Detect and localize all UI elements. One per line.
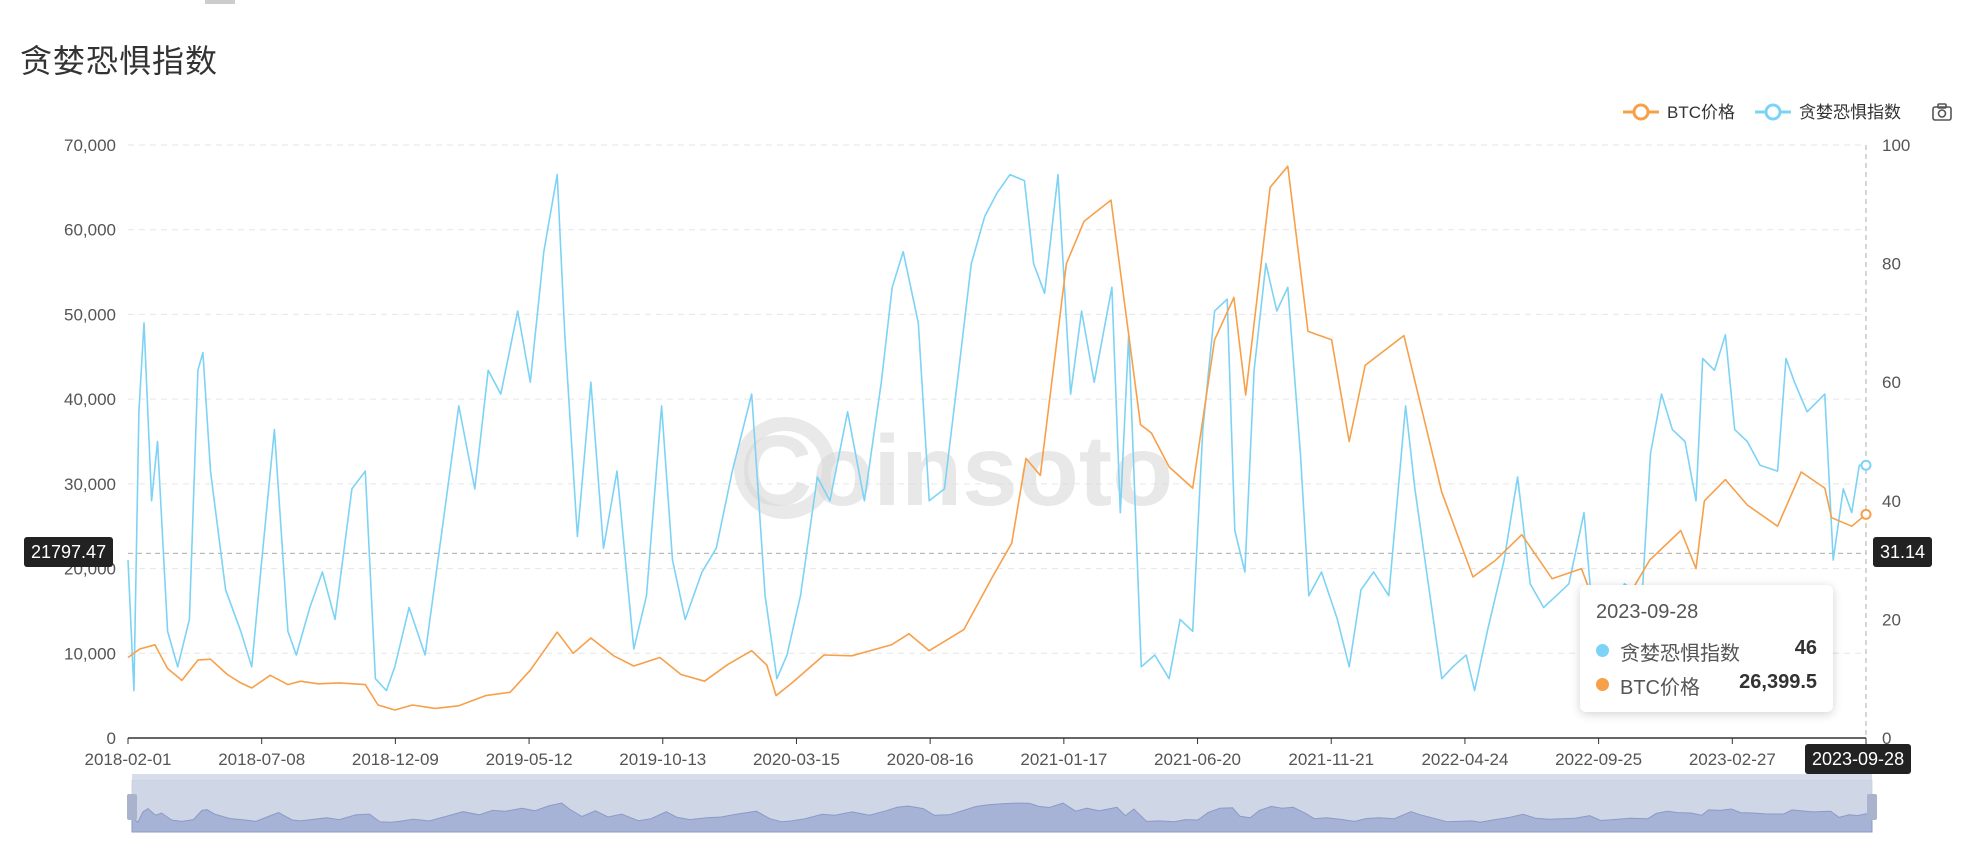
tooltip-btc-dot [1596,678,1609,691]
y-right-tick-label: 60 [1882,373,1901,392]
legend-label: 贪婪恐惧指数 [1799,103,1901,122]
page-title: 贪婪恐惧指数 [20,43,219,79]
x-tick-label: 2021-06-20 [1154,750,1241,769]
x-tick-label: 2019-05-12 [486,750,573,769]
axis-pointer-bottom-label: 2023-09-28 [1805,744,1912,774]
y-right-tick-label: 80 [1882,255,1901,274]
tooltip-btc-value: 26,399.5 [1739,671,1817,693]
legend-marker [1764,103,1782,121]
tooltip-fgi-dot [1596,644,1609,657]
tooltip-fgi-value: 46 [1794,637,1817,659]
camera-icon[interactable] [1932,103,1952,121]
btc-price-line-endpoint [1860,508,1872,520]
logo-fragment [205,0,235,4]
tooltip-row-btc: BTC价格 26,399.5 [1596,671,1817,699]
btc-price-line [127,165,1867,711]
fear-greed-line-endpoint [1860,459,1872,471]
x-tick-label: 2022-04-24 [1421,750,1508,769]
x-tick-label: 2021-01-17 [1020,750,1107,769]
legend-marker [1632,103,1650,121]
y-right-tick-label: 0 [1882,729,1891,748]
y-right-tick-label: 20 [1882,610,1901,629]
x-tick-label: 2020-03-15 [753,750,840,769]
data-zoom-handle-right[interactable] [1867,794,1877,820]
axis-pointer-right-label: 31.14 [1873,537,1933,567]
y-left-tick-label: 0 [107,729,116,748]
tooltip-fgi-label: 贪婪恐惧指数 [1620,643,1740,665]
legend-label: BTC价格 [1667,103,1735,122]
tooltip-date: 2023-09-28 [1596,601,1699,623]
y-left-tick-label: 60,000 [64,221,116,240]
watermark-logo-icon [734,417,836,519]
x-tick-label: 2022-09-25 [1555,750,1642,769]
data-zoom-top-bar[interactable] [132,774,1872,780]
x-tick-label: 2018-12-09 [352,750,439,769]
y-left-tick-label: 10,000 [64,644,116,663]
y-left-tick-label: 70,000 [64,136,116,155]
axis-pointer-left-label: 21797.47 [24,537,114,567]
x-tick-label: 2020-08-16 [887,750,974,769]
data-zoom-handle-left[interactable] [127,794,137,820]
x-tick-label: 2019-10-13 [619,750,706,769]
data-zoom-preview [131,802,1873,833]
tooltip: 2023-09-28 贪婪恐惧指数 46 BTC价格 26,399.5 [1580,585,1833,712]
tooltip-btc-label: BTC价格 [1620,677,1700,699]
tooltip-row-fgi: 贪婪恐惧指数 46 [1596,637,1817,665]
y-left-tick-label: 50,000 [64,305,116,324]
x-tick-label: 2023-02-27 [1689,750,1776,769]
y-right-tick-label: 40 [1882,492,1901,511]
x-tick-label: 2018-02-01 [85,750,172,769]
x-tick-label: 2018-07-08 [218,750,305,769]
y-left-tick-label: 30,000 [64,475,116,494]
y-right-tick-label: 100 [1882,136,1910,155]
x-tick-label: 2021-11-21 [1288,750,1374,769]
y-left-tick-label: 40,000 [64,390,116,409]
